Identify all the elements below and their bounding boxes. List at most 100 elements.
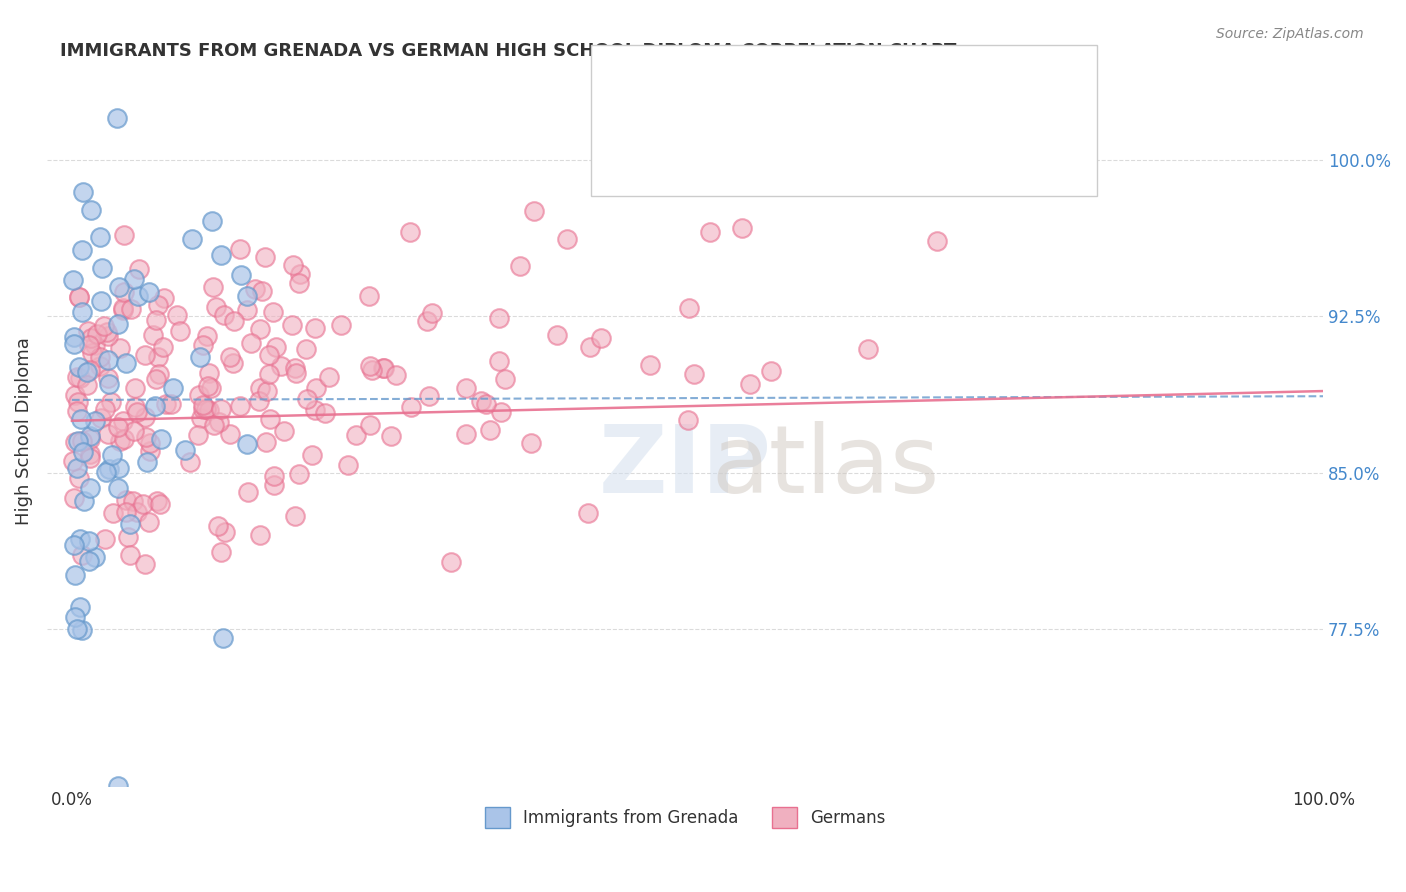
Point — [108, 280, 131, 294]
Point — [218, 426, 240, 441]
Point — [138, 436, 160, 450]
Point — [359, 359, 381, 374]
Point — [284, 361, 307, 376]
Point — [83, 414, 105, 428]
Point — [191, 337, 214, 351]
Point — [105, 112, 128, 126]
Point — [146, 350, 169, 364]
Point — [152, 291, 174, 305]
Point — [209, 248, 232, 262]
Point — [112, 303, 135, 318]
Point — [90, 294, 112, 309]
Point — [576, 506, 599, 520]
Point — [201, 214, 224, 228]
Point — [162, 382, 184, 396]
Point — [145, 372, 167, 386]
Point — [288, 277, 311, 291]
Point — [191, 401, 214, 416]
Point — [359, 417, 381, 432]
Point — [107, 779, 129, 793]
Point — [63, 337, 86, 351]
Point — [699, 225, 721, 239]
Point — [738, 377, 761, 392]
Point — [359, 289, 381, 303]
Point — [288, 267, 311, 281]
Point — [198, 403, 221, 417]
Point — [509, 259, 531, 273]
Point — [257, 368, 280, 382]
Point — [79, 202, 101, 217]
Point — [257, 349, 280, 363]
Point — [79, 429, 101, 443]
Point — [89, 230, 111, 244]
Point — [254, 434, 277, 449]
Text: ZIP: ZIP — [599, 421, 772, 513]
Point — [77, 338, 100, 352]
Point — [118, 517, 141, 532]
Point — [141, 328, 163, 343]
Point — [76, 366, 98, 380]
Point — [297, 392, 319, 406]
Point — [682, 367, 704, 381]
Point — [115, 492, 138, 507]
Point — [100, 448, 122, 462]
Point — [858, 343, 880, 357]
Point — [72, 445, 94, 459]
Point — [66, 404, 89, 418]
Point — [148, 368, 170, 382]
Point — [238, 485, 260, 500]
Point — [301, 448, 323, 462]
Point — [228, 399, 250, 413]
Point — [188, 350, 211, 364]
Point — [122, 424, 145, 438]
Point — [208, 415, 231, 429]
Point — [96, 326, 118, 340]
Point — [759, 363, 782, 377]
Point — [494, 371, 516, 385]
Point — [108, 341, 131, 355]
Point — [79, 481, 101, 495]
Point — [927, 234, 949, 248]
Point — [371, 361, 394, 376]
Point — [579, 340, 602, 354]
Point — [249, 381, 271, 395]
Point — [211, 401, 233, 416]
Point — [108, 434, 131, 448]
Point — [256, 384, 278, 399]
Point — [128, 261, 150, 276]
Point — [122, 272, 145, 286]
Point — [676, 413, 699, 427]
Text: atlas: atlas — [711, 421, 939, 513]
Point — [399, 225, 422, 239]
Point — [294, 342, 316, 356]
Point — [399, 400, 422, 414]
Point — [491, 405, 513, 419]
Point — [243, 282, 266, 296]
Point — [94, 465, 117, 479]
Text: IMMIGRANTS FROM GRENADA VS GERMAN HIGH SCHOOL DIPLOMA CORRELATION CHART: IMMIGRANTS FROM GRENADA VS GERMAN HIGH S… — [59, 42, 956, 60]
Point — [478, 424, 501, 438]
Point — [146, 298, 169, 312]
Point — [519, 436, 541, 450]
Point — [591, 331, 613, 345]
Point — [70, 412, 93, 426]
Point — [304, 321, 326, 335]
Point — [63, 388, 86, 402]
Point — [270, 359, 292, 373]
Point — [169, 324, 191, 338]
Point — [253, 250, 276, 264]
Point — [416, 314, 439, 328]
Point — [117, 530, 139, 544]
Point — [181, 231, 204, 245]
Point — [188, 388, 211, 402]
Point — [236, 289, 259, 303]
Point — [100, 395, 122, 409]
Point — [252, 285, 274, 299]
Point — [67, 434, 90, 449]
Point — [67, 359, 90, 374]
Point — [97, 426, 120, 441]
Point — [262, 304, 284, 318]
Point — [159, 397, 181, 411]
Point — [107, 481, 129, 495]
Point — [454, 381, 477, 395]
